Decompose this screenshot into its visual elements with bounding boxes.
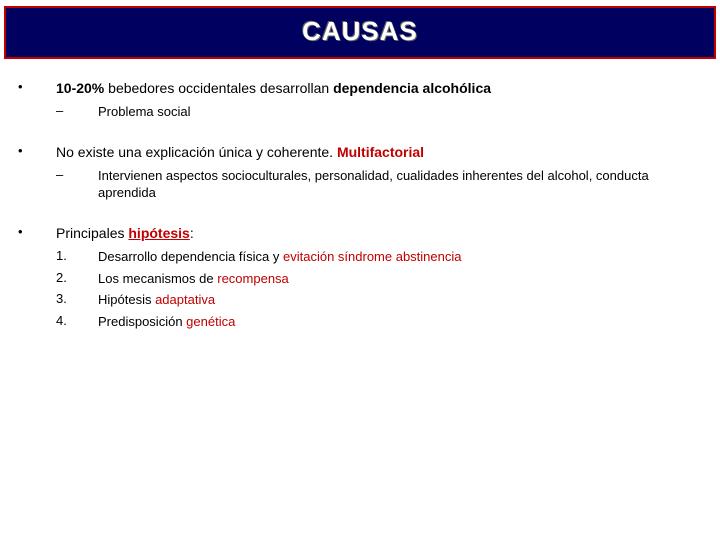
bullet-3-marker: •: [18, 224, 56, 239]
bullet-1-tail: dependencia alcohólica: [333, 80, 491, 96]
slide-content: • 10-20% bebedores occidentales desarrol…: [0, 59, 720, 330]
bullet-1-pct: 10-20%: [56, 80, 104, 96]
title-bar: CAUSAS: [4, 6, 716, 59]
bullet-2-sub-marker: –: [18, 167, 98, 182]
bullet-3: • Principales hipótesis:: [18, 224, 702, 242]
bullet-1-marker: •: [18, 79, 56, 94]
list-item-num: 1.: [18, 248, 98, 263]
list-item-a: Predisposición: [98, 314, 186, 329]
list-item-num: 2.: [18, 270, 98, 285]
list-item-r: adaptativa: [155, 292, 215, 307]
list-item-a: Los mecanismos de: [98, 271, 217, 286]
list-item-r: recompensa: [217, 271, 289, 286]
bullet-2-tail: Multifactorial: [337, 144, 424, 160]
bullet-1-text: 10-20% bebedores occidentales desarrolla…: [56, 79, 702, 97]
list-item-text: Los mecanismos de recompensa: [98, 270, 702, 288]
list-item-r: evitación síndrome abstinencia: [283, 249, 462, 264]
bullet-1: • 10-20% bebedores occidentales desarrol…: [18, 79, 702, 97]
bullet-3-colon: :: [190, 225, 194, 241]
list-item-a: Hipótesis: [98, 292, 155, 307]
list-item-text: Hipótesis adaptativa: [98, 291, 702, 309]
bullet-1-sub-marker: –: [18, 103, 98, 118]
bullet-2: • No existe una explicación única y cohe…: [18, 143, 702, 161]
bullet-1-mid: bebedores occidentales desarrollan: [104, 80, 333, 96]
slide-title: CAUSAS: [302, 16, 418, 46]
list-item-text: Predisposición genética: [98, 313, 702, 331]
hypotheses-list: 1. Desarrollo dependencia física y evita…: [18, 248, 702, 330]
list-item-r: genética: [186, 314, 235, 329]
bullet-3-text: Principales hipótesis:: [56, 224, 702, 242]
bullet-2-marker: •: [18, 143, 56, 158]
list-item-num: 4.: [18, 313, 98, 328]
list-item: 2. Los mecanismos de recompensa: [18, 270, 702, 288]
bullet-2-text: No existe una explicación única y cohere…: [56, 143, 702, 161]
bullet-2-sub: – Intervienen aspectos socioculturales, …: [18, 167, 702, 202]
list-item: 3. Hipótesis adaptativa: [18, 291, 702, 309]
list-item-a: Desarrollo dependencia física y: [98, 249, 283, 264]
bullet-1-sub: – Problema social: [18, 103, 702, 121]
list-item-text: Desarrollo dependencia física y evitació…: [98, 248, 702, 266]
list-item: 4. Predisposición genética: [18, 313, 702, 331]
list-item-num: 3.: [18, 291, 98, 306]
bullet-2-sub-text: Intervienen aspectos socioculturales, pe…: [98, 167, 702, 202]
bullet-1-sub-text: Problema social: [98, 103, 702, 121]
bullet-3-hyp: hipótesis: [128, 225, 189, 241]
bullet-3-lead: Principales: [56, 225, 128, 241]
bullet-2-lead: No existe una explicación única y cohere…: [56, 144, 337, 160]
list-item: 1. Desarrollo dependencia física y evita…: [18, 248, 702, 266]
